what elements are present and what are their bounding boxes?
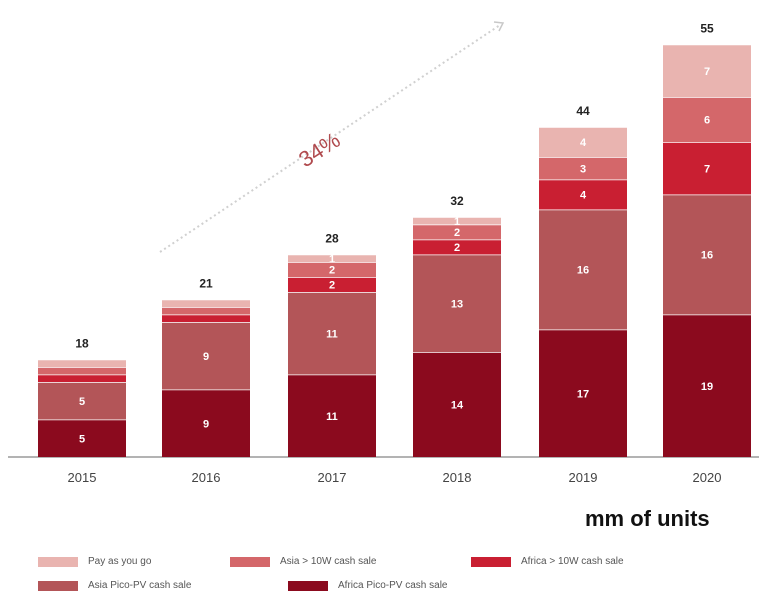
cagr-label: 34% (294, 127, 345, 172)
x-tick-label-2020: 2020 (693, 470, 722, 485)
legend-swatch-africa-pico-pv (288, 580, 328, 591)
data-label-2016-series-1: 9 (203, 351, 209, 363)
legend-item-asia-10w: Asia > 10W cash sale (230, 556, 376, 567)
legend-item-asia-pico-pv: Asia Pico-PV cash sale (38, 580, 191, 591)
bar-segment-2015-series-3 (38, 367, 126, 375)
cagr-arrow-head (493, 21, 505, 32)
bar-segment-2016-series-2 (162, 314, 250, 322)
data-label-2019-series-0: 17 (577, 388, 589, 400)
bar-segment-2018-series-0 (413, 352, 501, 457)
bar-segment-2019-series-3 (539, 157, 627, 180)
bar-segment-2016-series-4 (162, 299, 250, 307)
bar-segment-2020-series-2 (663, 142, 751, 195)
bar-segment-2018-series-2 (413, 239, 501, 255)
bar-segment-2020-series-0 (663, 314, 751, 457)
bar-segment-2015-series-2 (38, 374, 126, 382)
data-label-2020-series-3: 6 (704, 115, 710, 127)
total-label-2020: 55 (700, 22, 714, 36)
x-tick-label-2018: 2018 (443, 470, 472, 485)
legend-swatch-africa-10w (471, 556, 511, 567)
cagr-arrow-line (159, 24, 501, 253)
data-label-2016-series-0: 9 (203, 418, 209, 430)
legend-swatch-asia-10w (230, 556, 270, 567)
data-label-2019-series-4: 4 (580, 137, 587, 149)
total-label-2019: 44 (576, 104, 590, 118)
bar-segment-2020-series-3 (663, 97, 751, 142)
data-label-2019-series-1: 16 (577, 265, 589, 277)
total-label-2015: 18 (75, 337, 89, 351)
legend-label-pay-as-you-go: Pay as you go (88, 556, 152, 567)
legend-label-asia-10w: Asia > 10W cash sale (280, 556, 377, 567)
data-label-2017-series-2: 2 (329, 280, 335, 292)
data-label-2017-series-4: 1 (329, 253, 335, 265)
data-label-2020-series-2: 7 (704, 163, 710, 175)
legend-swatch-pay-as-you-go (38, 556, 78, 567)
bar-segment-2018-series-1 (413, 254, 501, 352)
legend-item-pay-as-you-go: Pay as you go (38, 556, 151, 567)
bar-segment-2017-series-2 (288, 277, 376, 292)
legend-label-asia-pico-pv: Asia Pico-PV cash sale (88, 580, 192, 591)
legend-item-africa-pico-pv: Africa Pico-PV cash sale (288, 580, 448, 591)
legend: Pay as you go Asia > 10W cash sale Afric… (38, 556, 758, 606)
bar-segment-2015-series-4 (38, 359, 126, 367)
bar-segment-2019-series-4 (539, 127, 627, 157)
data-label-2018-series-2: 2 (454, 242, 460, 254)
legend-label-africa-10w: Africa > 10W cash sale (521, 556, 624, 567)
bar-segment-2019-series-0 (539, 329, 627, 457)
units-label: mm of units (585, 506, 710, 531)
bar-segment-2017-series-4 (288, 254, 376, 262)
data-label-2017-series-3: 2 (329, 265, 335, 277)
legend-swatch-asia-pico-pv (38, 580, 78, 591)
legend-label-africa-pico-pv: Africa Pico-PV cash sale (338, 580, 448, 591)
bar-segment-2016-series-1 (162, 322, 250, 390)
legend-item-africa-10w: Africa > 10W cash sale (471, 556, 624, 567)
data-label-2018-series-3: 2 (454, 227, 460, 239)
data-label-2015-series-1: 5 (79, 396, 85, 408)
total-label-2016: 21 (199, 277, 213, 291)
bar-segment-2018-series-4 (413, 217, 501, 225)
data-label-2020-series-0: 19 (701, 381, 713, 393)
bar-segment-2017-series-0 (288, 374, 376, 457)
bar-segment-2018-series-3 (413, 224, 501, 240)
data-label-2019-series-3: 3 (580, 163, 586, 175)
data-label-2017-series-0: 11 (326, 411, 338, 423)
x-tick-label-2015: 2015 (68, 470, 97, 485)
x-tick-label-2016: 2016 (192, 470, 221, 485)
x-tick-label-2017: 2017 (318, 470, 347, 485)
bar-segment-2016-series-3 (162, 307, 250, 315)
bar-segment-2017-series-1 (288, 292, 376, 375)
bar-segment-2019-series-2 (539, 179, 627, 210)
bar-segment-2015-series-1 (38, 382, 126, 420)
data-label-2017-series-1: 11 (326, 328, 338, 340)
bar-segment-2020-series-4 (663, 44, 751, 97)
bar-segment-2017-series-3 (288, 262, 376, 277)
x-tick-label-2019: 2019 (569, 470, 598, 485)
total-label-2017: 28 (325, 232, 339, 246)
bar-segment-2016-series-0 (162, 389, 250, 457)
data-label-2015-series-0: 5 (79, 433, 85, 445)
data-label-2020-series-4: 7 (704, 66, 710, 78)
data-label-2020-series-1: 16 (701, 250, 713, 262)
bar-segment-2019-series-1 (539, 209, 627, 330)
data-label-2018-series-4: 1 (454, 216, 460, 228)
bar-segment-2015-series-0 (38, 419, 126, 457)
data-label-2018-series-1: 13 (451, 298, 463, 310)
data-label-2018-series-0: 14 (451, 400, 464, 412)
bar-segment-2020-series-1 (663, 194, 751, 315)
total-label-2018: 32 (450, 194, 464, 208)
data-label-2019-series-2: 4 (580, 190, 587, 202)
